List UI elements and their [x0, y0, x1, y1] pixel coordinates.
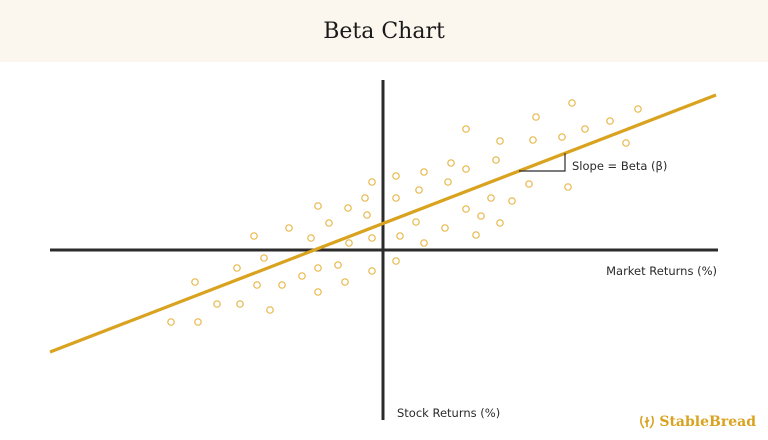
y-axis-label: Stock Returns (%) [397, 406, 500, 420]
data-point [392, 194, 400, 202]
data-point [508, 197, 516, 205]
data-point [462, 125, 470, 133]
data-point [341, 278, 349, 286]
data-point [368, 234, 376, 242]
data-point [314, 264, 322, 272]
data-point [345, 239, 353, 247]
data-point [472, 231, 480, 239]
data-point [444, 178, 452, 186]
data-point [564, 183, 572, 191]
data-point [368, 267, 376, 275]
data-point [191, 278, 199, 286]
slope-triangle [519, 153, 566, 172]
data-point [325, 219, 333, 227]
stablebread-logo: StableBread [638, 413, 756, 431]
data-point [412, 218, 420, 226]
data-point [233, 264, 241, 272]
data-point [396, 232, 404, 240]
data-point [525, 180, 533, 188]
data-point [392, 172, 400, 180]
data-point [634, 105, 642, 113]
data-point [420, 239, 428, 247]
data-point [532, 113, 540, 121]
data-point [496, 137, 504, 145]
data-point [492, 156, 500, 164]
data-point [447, 159, 455, 167]
logo-text: StableBread [659, 414, 756, 430]
data-point [307, 234, 315, 242]
title-band: Beta Chart [0, 0, 768, 62]
data-point [314, 288, 322, 296]
data-point [581, 125, 589, 133]
data-point [487, 194, 495, 202]
data-point [361, 194, 369, 202]
data-point [368, 178, 376, 186]
data-point [622, 139, 630, 147]
data-point [496, 219, 504, 227]
data-point [213, 300, 221, 308]
data-point [363, 211, 371, 219]
regression-line [49, 93, 717, 354]
data-point [568, 99, 576, 107]
data-point [236, 300, 244, 308]
x-axis-label: Market Returns (%) [606, 264, 717, 278]
data-point [558, 133, 566, 141]
slope-annotation: Slope = Beta (β) [572, 159, 667, 173]
data-point [462, 165, 470, 173]
data-point [420, 168, 428, 176]
data-point [606, 117, 614, 125]
wheat-icon [640, 415, 655, 429]
data-point [529, 136, 537, 144]
data-point [285, 224, 293, 232]
data-point [344, 204, 352, 212]
data-point [334, 261, 342, 269]
data-point [167, 318, 175, 326]
data-point [314, 202, 322, 210]
data-point [462, 205, 470, 213]
chart-title: Beta Chart [323, 18, 445, 44]
data-point [278, 281, 286, 289]
data-point [441, 224, 449, 232]
data-point [392, 257, 400, 265]
scatter-points [167, 99, 642, 326]
data-point [260, 254, 268, 262]
data-point [253, 281, 261, 289]
data-point [298, 272, 306, 280]
data-point [250, 232, 258, 240]
data-point [415, 186, 423, 194]
data-point [266, 306, 274, 314]
data-point [194, 318, 202, 326]
data-point [477, 212, 485, 220]
